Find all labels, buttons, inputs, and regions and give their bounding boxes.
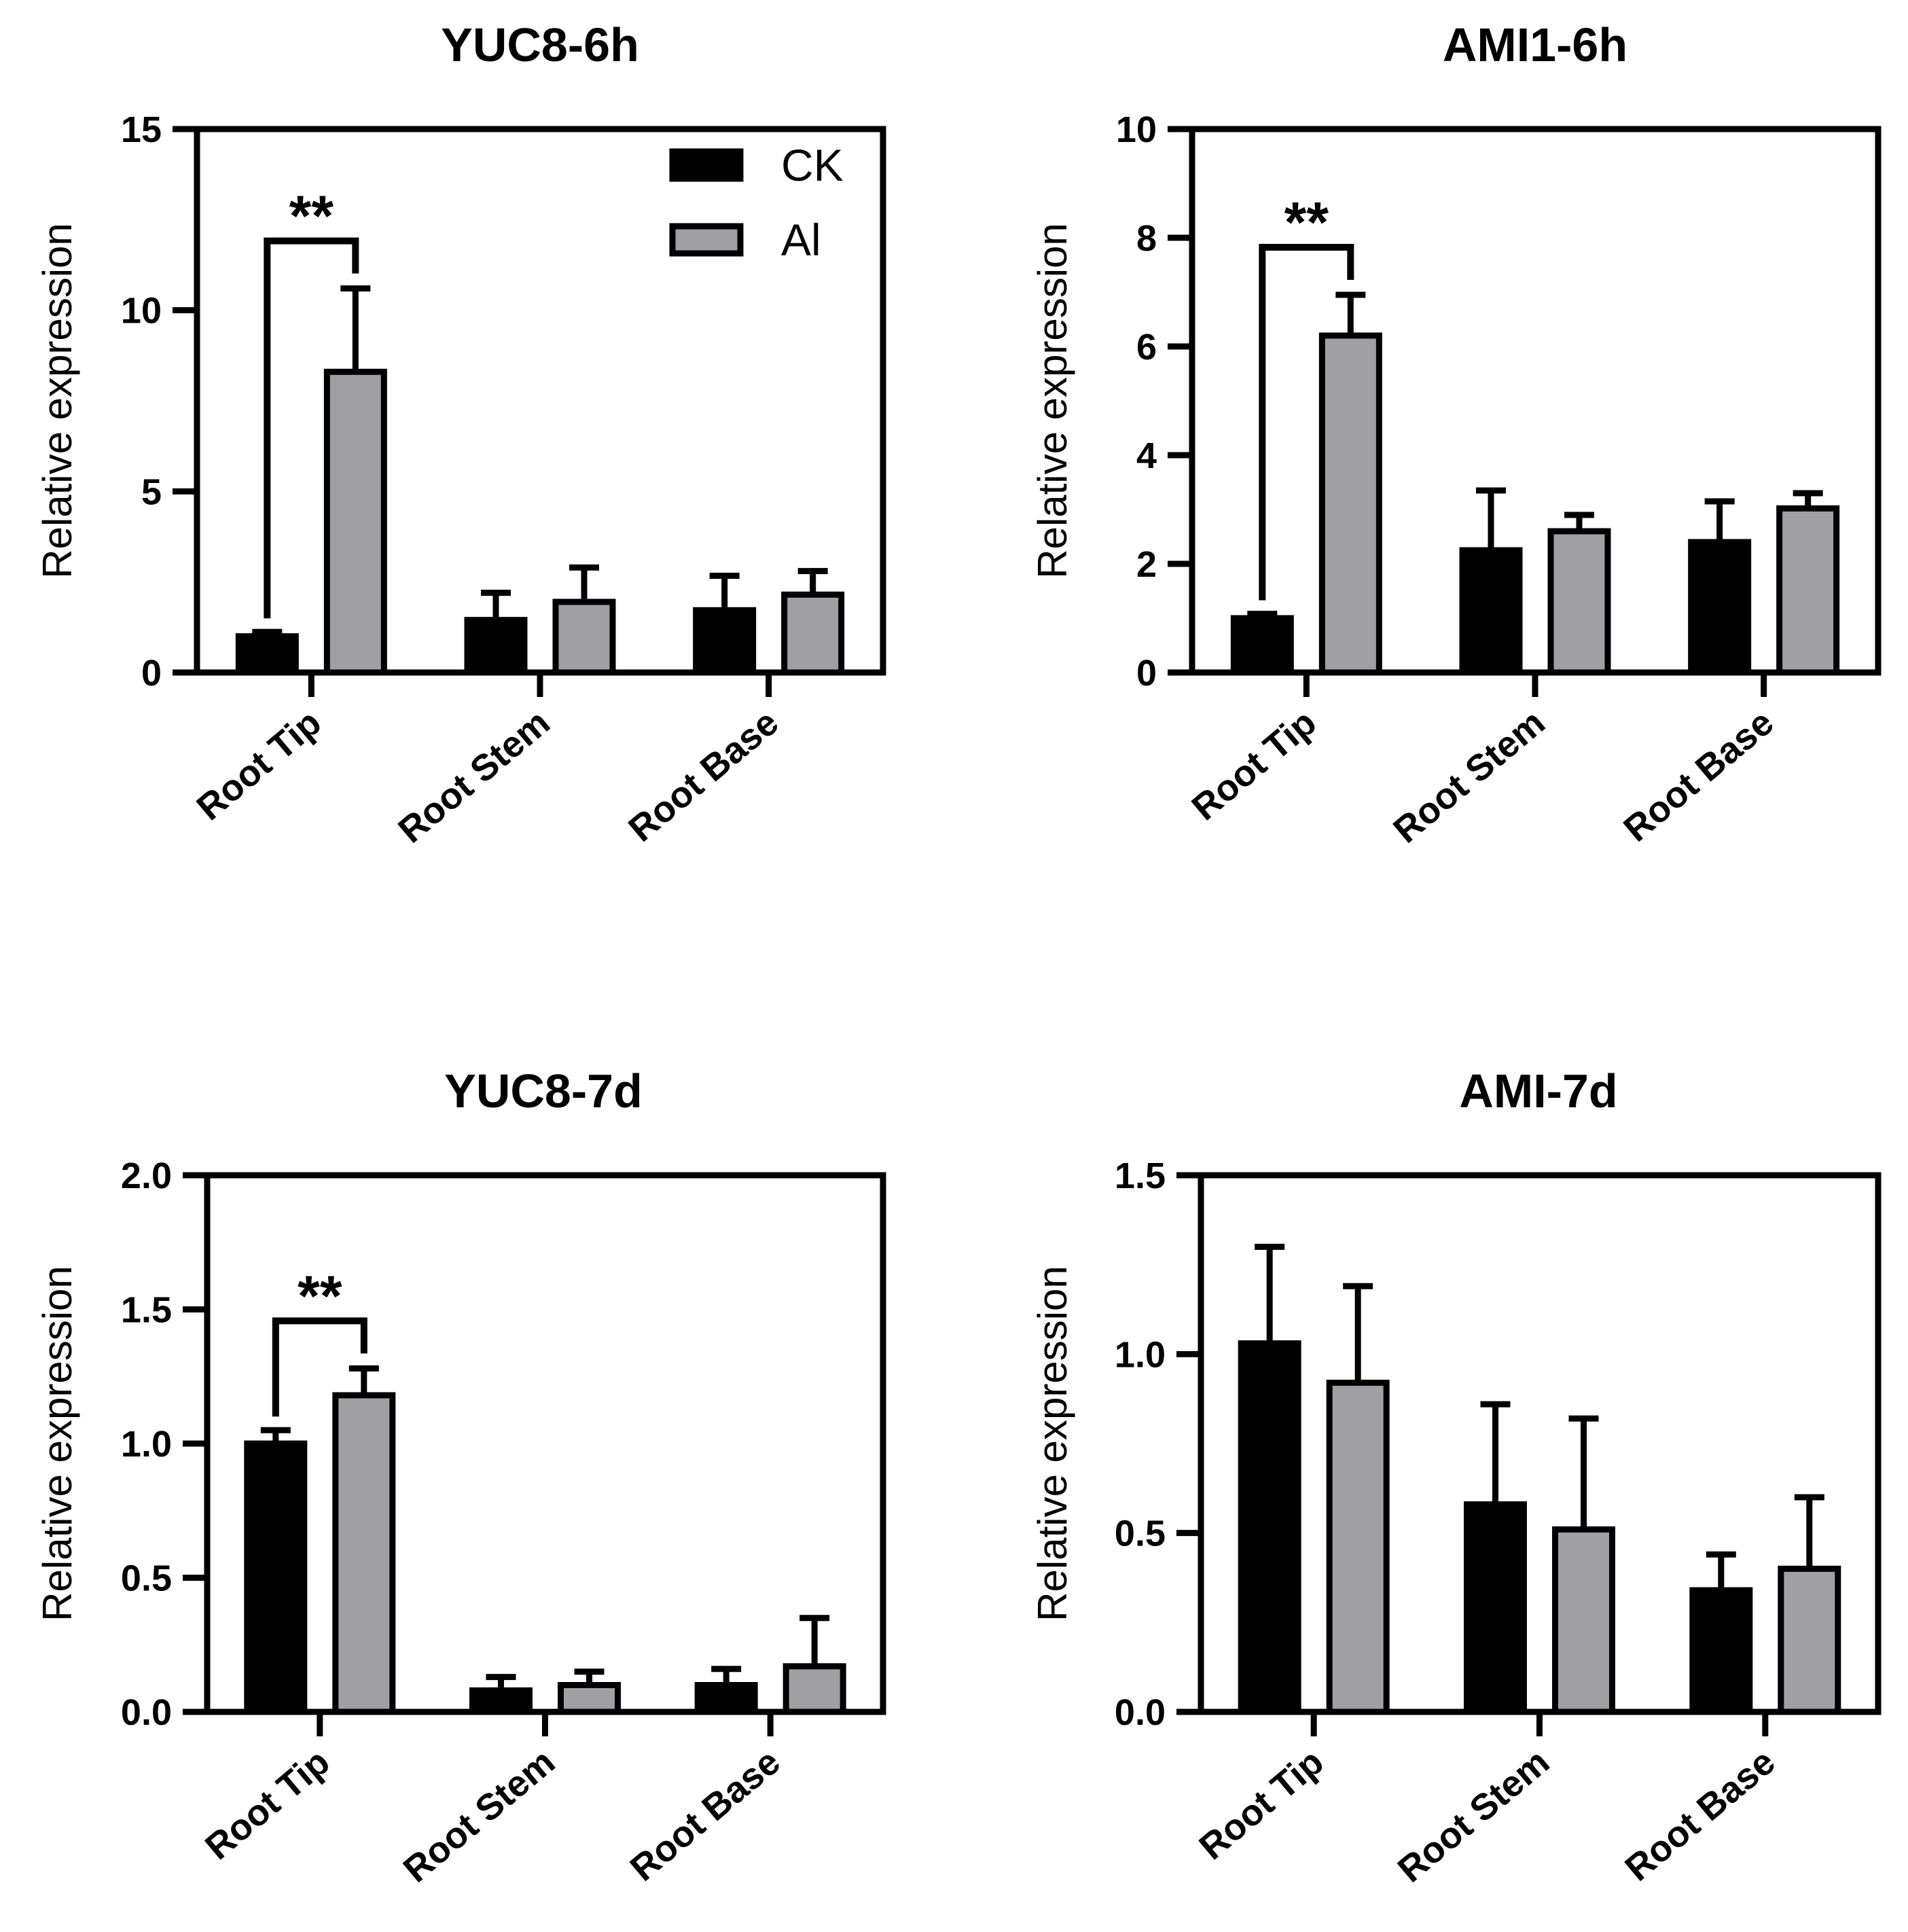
x-category-label: Root Tip: [1185, 702, 1325, 828]
y-axis-label: Relative expression: [35, 223, 80, 579]
chart-panel-1: YUC8-6h Relative expression 0 5 10 15 ** Root T…: [35, 18, 886, 851]
chart-title: YUC8-6h: [441, 18, 639, 71]
y-tick-label: 4: [1136, 435, 1157, 476]
significance-bracket: [272, 1317, 367, 1417]
x-category-label: Root Base: [1617, 1741, 1782, 1889]
bar-ck: [1688, 539, 1752, 676]
bar-ck: [1238, 1340, 1301, 1715]
bar-ck: [1464, 1501, 1527, 1715]
legend: CK Al: [669, 140, 844, 265]
bar-al: [552, 598, 616, 676]
x-category-label: Root Base: [1616, 702, 1781, 850]
y-tick-label: 8: [1136, 218, 1157, 259]
y-tick-label: 1.0: [1115, 1334, 1166, 1375]
bar-ck: [1689, 1587, 1753, 1715]
plot-frame: [1198, 1172, 1882, 1715]
y-tick-label: 10: [121, 291, 162, 332]
x-category-label: Root Tip: [198, 1741, 338, 1867]
legend-swatch-ck: [669, 148, 744, 182]
bar-al: [782, 1663, 846, 1715]
bar-ck: [1230, 615, 1294, 676]
bar-al: [1776, 505, 1840, 676]
bar-ck: [693, 607, 757, 676]
bar-al: [1552, 1526, 1615, 1715]
significance-bracket: [1259, 244, 1354, 601]
y-tick-label: 1.5: [1115, 1156, 1166, 1196]
bar-al: [1778, 1565, 1841, 1715]
chart-panel-4: AMI-7d Relative expression 0.0 0.5 1.0 1.5 Roo…: [1030, 1065, 1882, 1891]
legend-label: Al: [781, 215, 821, 265]
y-tick-label: 1.0: [121, 1424, 172, 1465]
plot-frame: [204, 1172, 886, 1715]
y-tick-label: 0.0: [121, 1692, 172, 1733]
bar-ck: [694, 1682, 758, 1715]
legend-swatch-al: [669, 223, 744, 257]
significance-label: **: [298, 1264, 342, 1327]
chart-panel-2: AMI1-6h Relative expression 0 2 4 6 8 10 ** Root …: [1030, 18, 1882, 851]
y-tick-label: 2.0: [121, 1156, 172, 1196]
y-axis-label: Relative expression: [1030, 223, 1075, 579]
chart-panel-3: YUC8-7d Relative expression 0.0 0.5 1.0 1.5 2.…: [35, 1065, 886, 1891]
bar-al: [323, 368, 387, 676]
y-tick-label: 0: [1136, 653, 1157, 694]
x-category-label: Root Base: [623, 1741, 788, 1889]
bar-al: [1547, 528, 1611, 676]
y-tick-label: 0.5: [1115, 1514, 1166, 1554]
legend-label: CK: [781, 140, 844, 190]
x-category-label: Root Base: [621, 702, 786, 850]
x-category-label: Root Stem: [396, 1741, 562, 1891]
significance-label: **: [289, 184, 334, 248]
y-tick-label: 6: [1136, 327, 1157, 368]
bar-ck: [469, 1687, 533, 1715]
bar-ck: [464, 617, 528, 676]
x-category-label: Root Stem: [1390, 1741, 1557, 1891]
bar-ck: [235, 633, 299, 676]
bar-al: [781, 591, 845, 676]
x-category-label: Root Tip: [1191, 1741, 1331, 1867]
chart-title: AMI1-6h: [1443, 18, 1627, 71]
significance-label: **: [1284, 190, 1329, 254]
x-category-label: Root Tip: [190, 702, 329, 828]
bar-al: [558, 1682, 621, 1715]
y-tick-label: 15: [121, 109, 162, 150]
y-tick-label: 10: [1116, 109, 1157, 150]
y-tick-label: 0.0: [1115, 1692, 1166, 1733]
chart-title: YUC8-7d: [444, 1065, 643, 1117]
bar-ck: [1459, 547, 1523, 676]
x-category-label: Root Stem: [391, 702, 557, 851]
chart-title: AMI-7d: [1459, 1065, 1617, 1117]
x-category-label: Root Stem: [1386, 702, 1552, 851]
y-axis-label: Relative expression: [1030, 1266, 1075, 1622]
bar-ck: [244, 1440, 308, 1715]
y-tick-label: 0.5: [121, 1558, 172, 1599]
bar-al: [1326, 1379, 1390, 1715]
y-axis-label: Relative expression: [35, 1266, 80, 1622]
bar-al: [332, 1392, 396, 1715]
y-tick-label: 1.5: [121, 1290, 172, 1331]
y-tick-label: 0: [141, 653, 162, 694]
y-tick-label: 5: [141, 471, 162, 512]
significance-bracket: [264, 237, 359, 619]
y-tick-label: 2: [1136, 544, 1157, 585]
bar-al: [1318, 332, 1382, 676]
